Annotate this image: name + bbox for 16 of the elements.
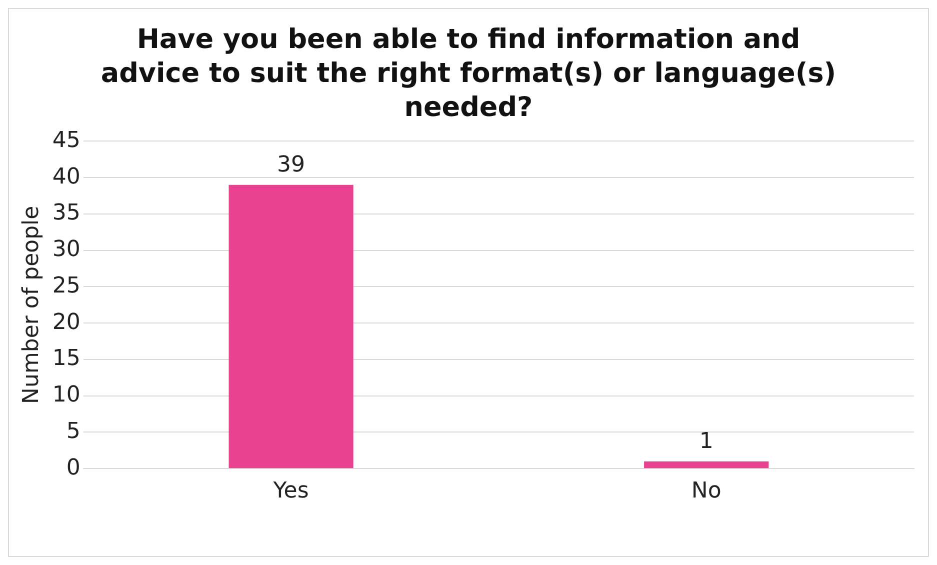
y-tick-label: 40 [52,164,80,190]
y-tick-label: 45 [52,128,80,153]
y-axis-title: Number of people [18,206,44,404]
x-tick-label: No [691,478,722,504]
y-tick-label: 20 [52,310,80,335]
data-label: 1 [699,429,714,454]
y-tick-label: 0 [66,455,80,480]
x-tick-label: Yes [272,478,309,504]
y-tick-label: 30 [52,237,80,262]
y-tick-label: 25 [52,273,80,298]
data-label: 39 [277,152,306,178]
chart-title: Have you been able to find information and advice to suit the right format(s) or language(s) needed? [100,23,838,125]
y-tick-label: 15 [52,346,80,372]
y-tick-label: 10 [52,382,80,408]
y-tick-label: 5 [66,418,80,444]
y-tick-label: 35 [52,200,80,226]
